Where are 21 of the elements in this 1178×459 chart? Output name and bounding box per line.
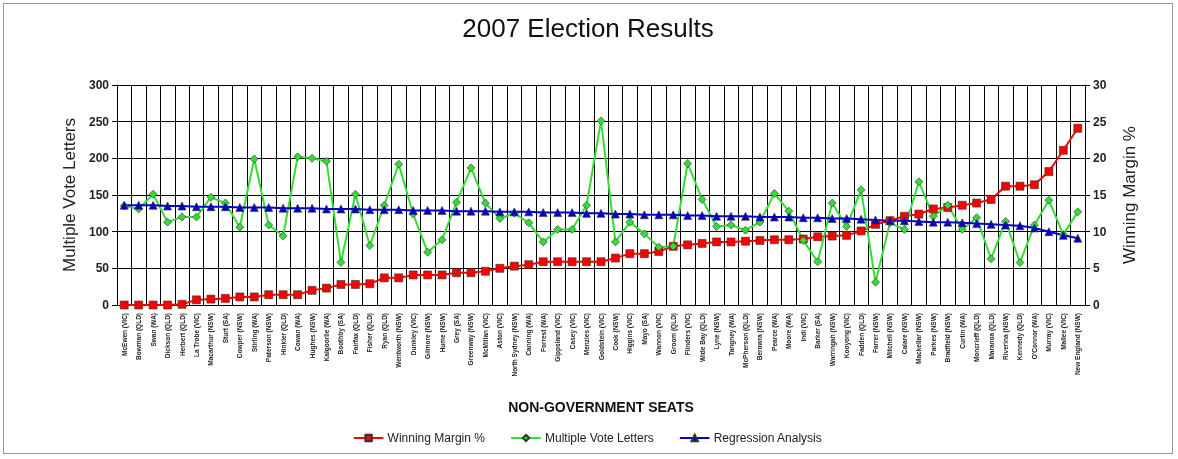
y-tick-label: 250: [88, 114, 110, 129]
chart-title: 2007 Election Results: [462, 13, 714, 43]
legend-label: Regression Analysis: [713, 431, 822, 445]
y2-tick-label: 20: [1093, 151, 1107, 166]
y2-tick-label: 0: [1093, 298, 1100, 312]
y-tick-label: 150: [88, 188, 110, 202]
y2-tick-label: 10: [1093, 224, 1107, 239]
y-axis-title: Multiple Vote Letters: [60, 117, 80, 273]
legend-label: Winning Margin %: [387, 431, 486, 445]
y2-axis-title: Winning Margin %: [1120, 126, 1139, 264]
y2-tick-label: 5: [1093, 261, 1100, 276]
y-tick-label: 50: [95, 261, 110, 276]
x-axis-title: NON-GOVERNMENT SEATS: [508, 399, 694, 415]
y-tick-label: 100: [88, 224, 110, 239]
y-tick-label: 200: [88, 151, 110, 166]
y2-tick-label: 15: [1093, 188, 1107, 202]
y-tick-label: 300: [88, 78, 110, 92]
legend-label: Multiple Vote Letters: [544, 431, 654, 445]
y2-tick-label: 25: [1093, 114, 1107, 129]
y2-tick-label: 30: [1093, 78, 1107, 92]
y-tick-label: 0: [102, 298, 110, 312]
